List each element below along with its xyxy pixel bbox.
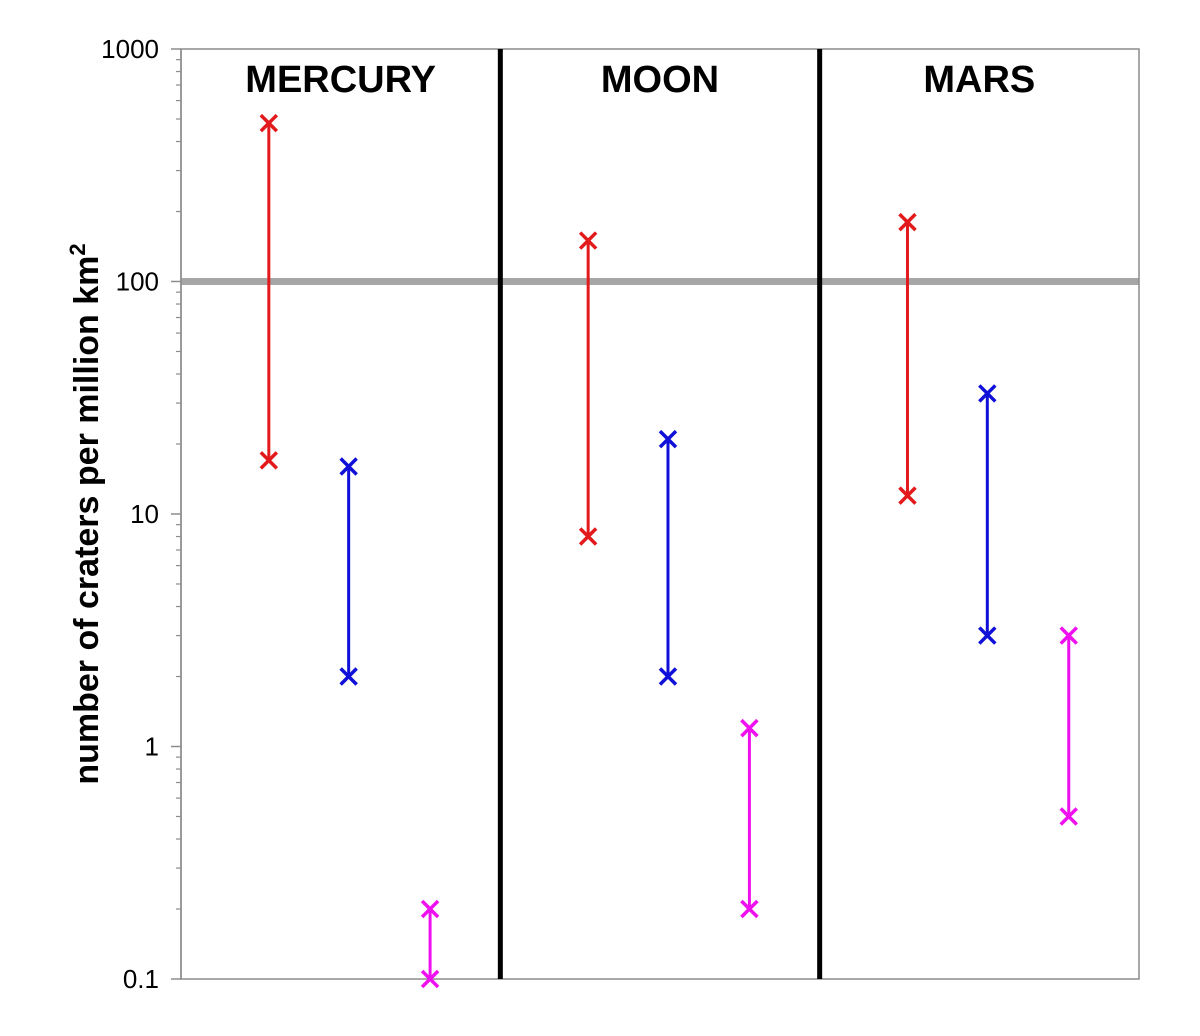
range-mars-red: [898, 212, 917, 505]
high-marker: [578, 231, 598, 250]
range-mars-magenta: [1059, 626, 1078, 826]
range-moon-blue: [658, 429, 678, 686]
range-mercury-magenta: [420, 899, 440, 989]
high-marker: [259, 113, 279, 133]
y-axis: 1000 100 10 1 0.1: [101, 34, 182, 994]
panel-label-mercury: MERCURY: [245, 59, 436, 101]
x-stroke: [420, 969, 440, 989]
high-marker: [898, 212, 917, 232]
y-axis-title: number of craters per million km2: [65, 243, 106, 784]
range-series: [259, 113, 1078, 989]
x-stroke: [259, 451, 279, 470]
high-marker: [339, 457, 358, 476]
high-marker: [658, 429, 678, 449]
x-stroke: [898, 486, 917, 505]
x-stroke: [740, 899, 759, 919]
panel-label-mars: MARS: [923, 59, 1035, 101]
y-tick-label: 1: [145, 732, 159, 762]
x-stroke: [1059, 626, 1078, 645]
x-stroke: [339, 667, 358, 686]
low-marker: [259, 451, 279, 470]
x-stroke: [578, 527, 598, 546]
x-stroke: [339, 457, 358, 476]
y-tick-label: 0.1: [123, 964, 159, 994]
high-marker: [978, 384, 997, 403]
x-stroke: [1059, 807, 1078, 826]
x-stroke: [978, 384, 997, 403]
range-mars-blue: [978, 384, 997, 645]
y-axis-title-superscript: 2: [65, 243, 90, 255]
range-moon-red: [578, 231, 598, 546]
y-axis-title-text: number of craters per million km: [68, 256, 106, 785]
high-marker: [740, 718, 759, 738]
x-stroke: [978, 626, 997, 645]
y-tick-label: 10: [130, 499, 159, 529]
range-moon-magenta: [740, 718, 759, 919]
low-marker: [578, 527, 598, 546]
x-stroke: [578, 231, 598, 250]
panel-label-moon: MOON: [601, 59, 719, 101]
low-marker: [658, 667, 678, 686]
high-marker: [1059, 626, 1078, 645]
low-marker: [898, 486, 917, 505]
x-stroke: [420, 899, 440, 919]
low-marker: [978, 626, 997, 645]
x-stroke: [658, 429, 678, 449]
plot-frame: [180, 48, 1140, 980]
low-marker: [420, 969, 440, 989]
x-stroke: [898, 212, 917, 232]
low-marker: [740, 899, 759, 919]
y-tick-label: 1000: [101, 34, 159, 64]
x-stroke: [259, 113, 279, 133]
panel-labels: MERCURY MOON MARS: [245, 59, 1035, 101]
panel-dividers: [497, 49, 823, 979]
y-tick-label: 100: [116, 267, 159, 297]
range-mercury-red: [259, 113, 279, 470]
x-stroke: [740, 718, 759, 738]
low-marker: [339, 667, 358, 686]
high-marker: [420, 899, 440, 919]
x-stroke: [658, 667, 678, 686]
range-mercury-blue: [339, 457, 358, 686]
low-marker: [1059, 807, 1078, 826]
